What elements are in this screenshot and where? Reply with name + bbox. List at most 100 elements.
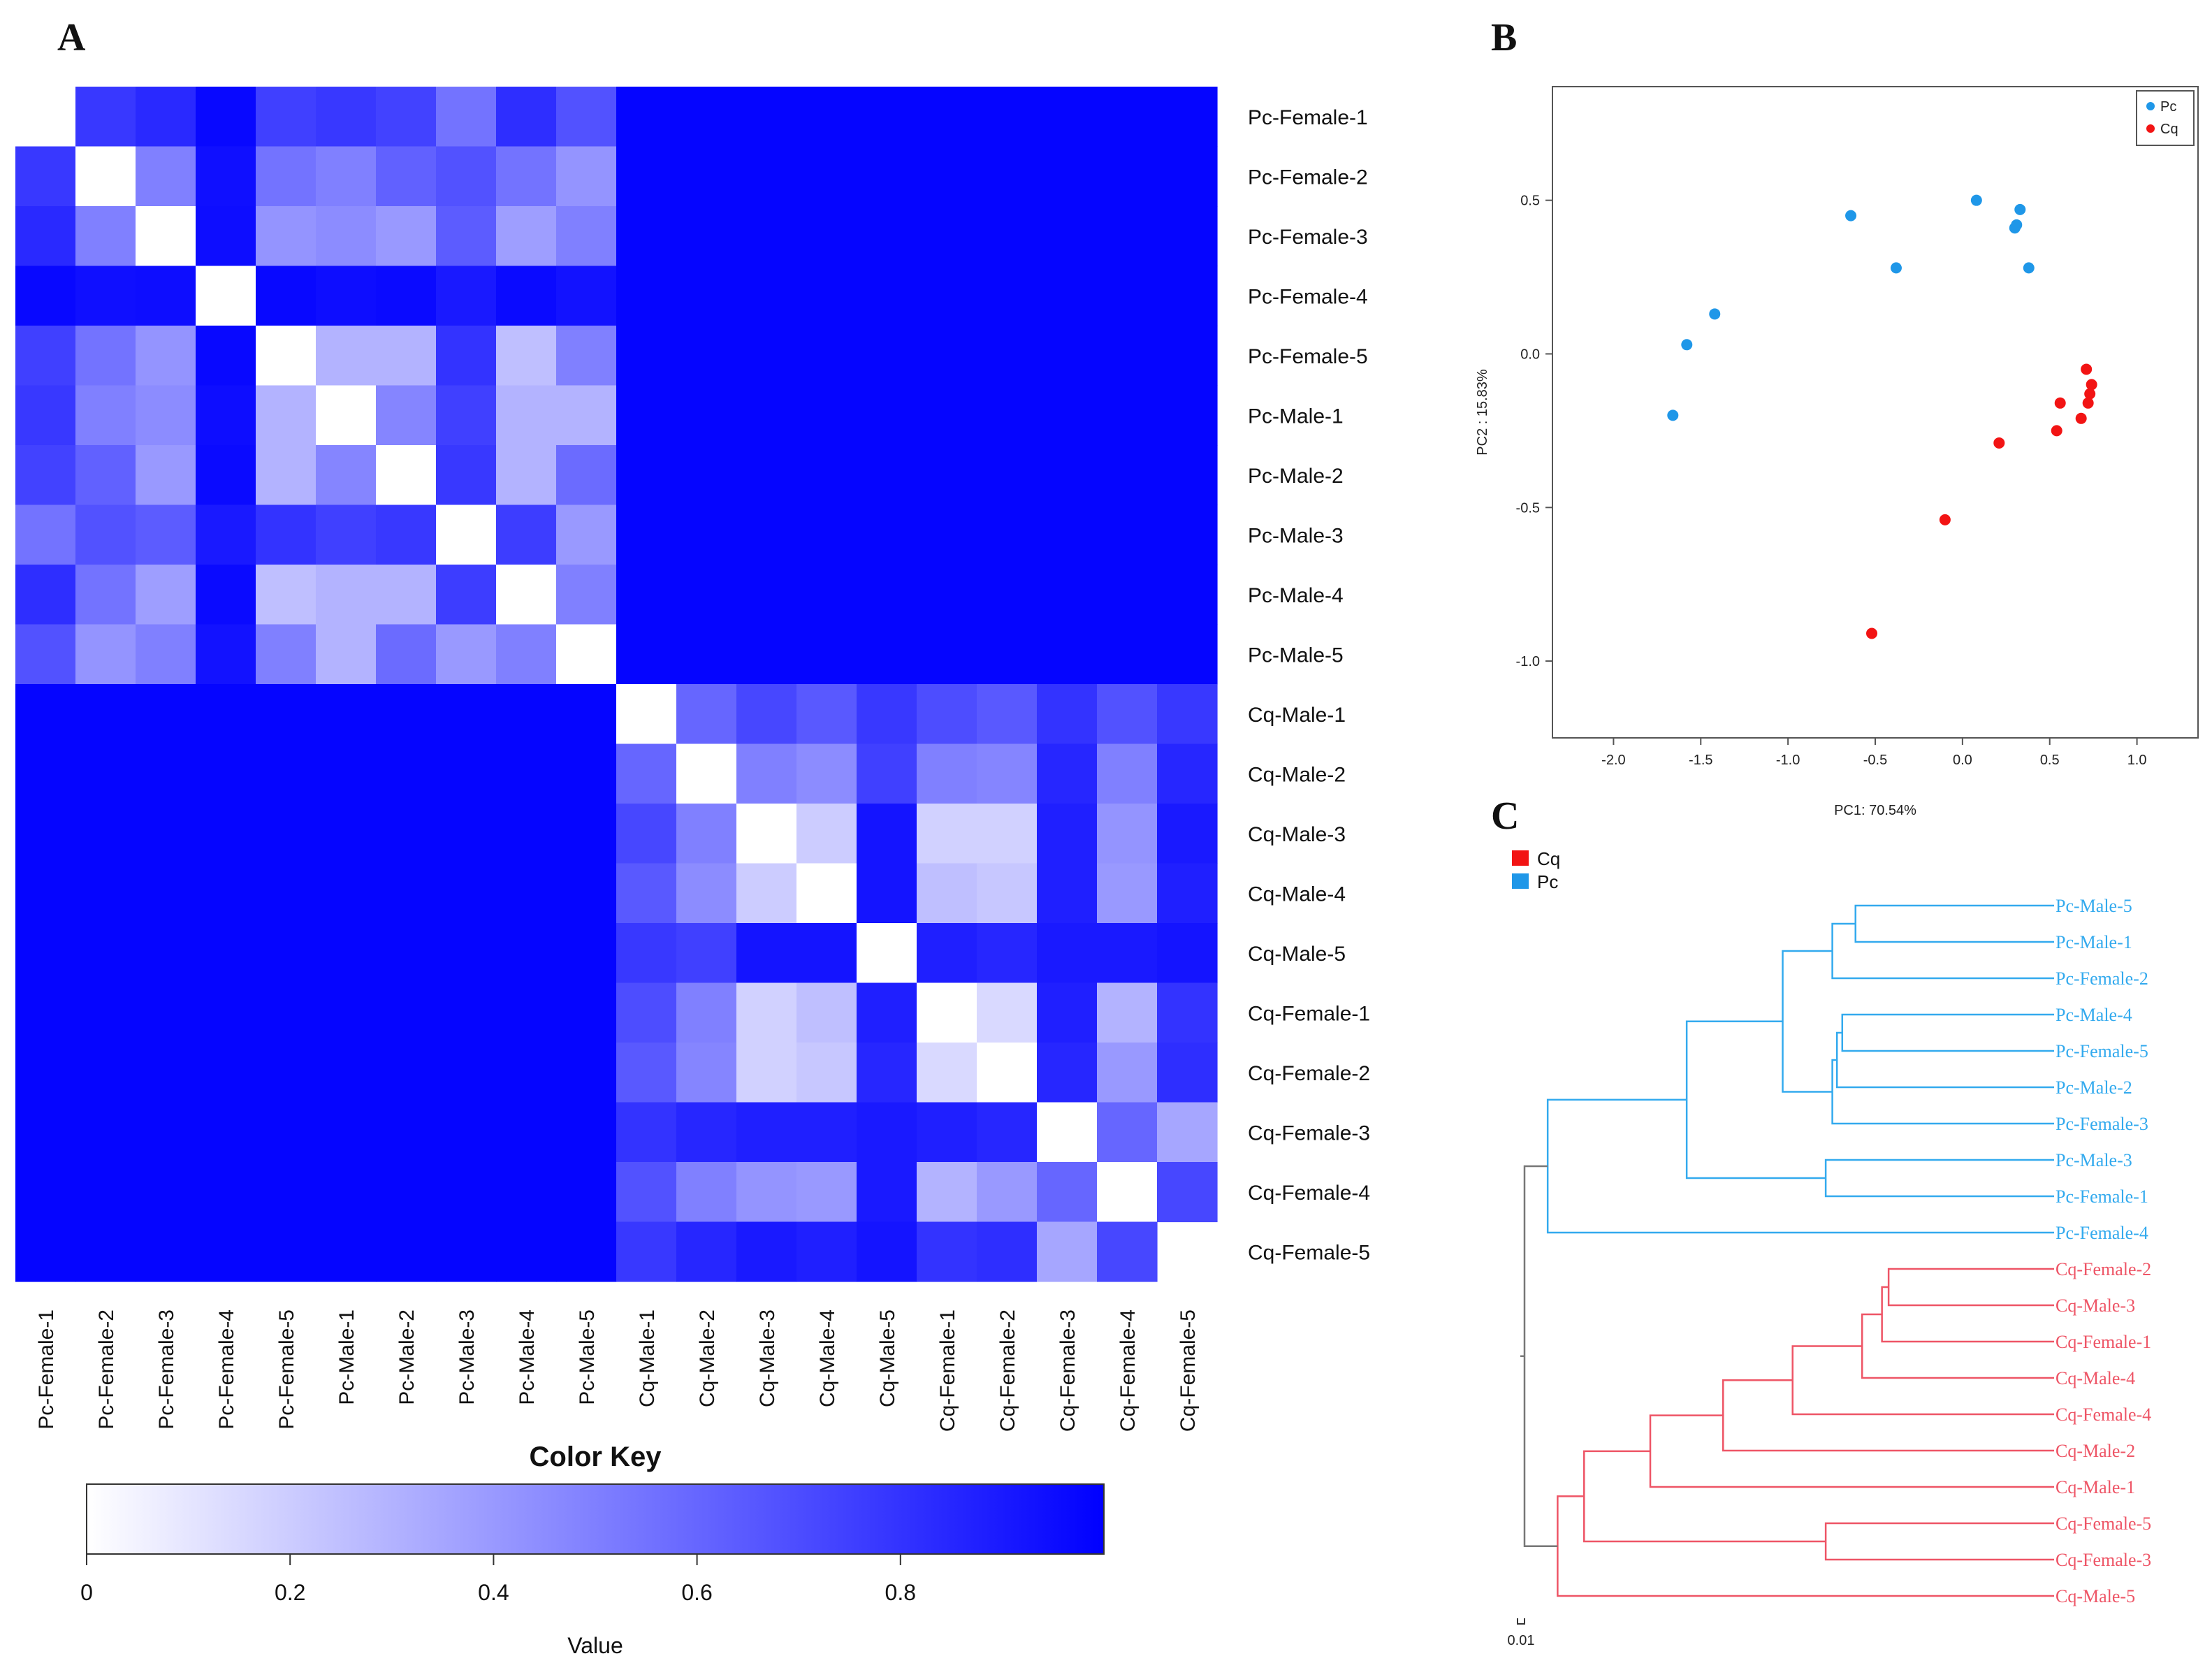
color-key-tick-label-0-6: 0.6 [681, 1580, 712, 1605]
heatmap-cell-r7-c6 [316, 445, 377, 506]
heatmap-cell-r1-c5 [256, 87, 316, 147]
heatmap-cell-r19-c19 [1097, 1162, 1158, 1223]
heatmap-column-label-pc-female-4: Pc-Female-4 [215, 1309, 238, 1430]
heatmap-column-label-cq-male-3: Cq-Male-3 [756, 1309, 779, 1407]
heatmap-column-label-cq-male-5: Cq-Male-5 [876, 1309, 899, 1407]
heatmap-cell-r19-c6 [316, 1162, 377, 1223]
dendrogram-branch-7 [1824, 1159, 2054, 1198]
heatmap-cell-r3-c12 [676, 206, 737, 267]
heatmap-cell-r12-c9 [496, 743, 557, 804]
heatmap-cell-r4-c7 [376, 266, 437, 326]
heatmap-cell-r13-c2 [75, 804, 136, 864]
heatmap-cell-r12-c3 [136, 743, 196, 804]
dendrogram-legend-label-pc: Pc [1537, 871, 1558, 892]
heatmap-cell-r19-c11 [616, 1162, 677, 1223]
dendrogram-leaf-pc-male-4: Pc-Male-4 [2055, 1005, 2132, 1025]
heatmap-cell-r12-c18 [1037, 743, 1098, 804]
heatmap-cell-r6-c13 [736, 385, 797, 446]
heatmap-cell-r3-c3 [136, 206, 196, 267]
heatmap-column-label-cq-female-4: Cq-Female-4 [1116, 1309, 1140, 1432]
heatmap-cell-r11-c5 [256, 684, 316, 745]
heatmap-cell-r11-c2 [75, 684, 136, 745]
heatmap-cell-r19-c14 [796, 1162, 857, 1223]
heatmap-cell-r10-c4 [196, 624, 256, 685]
heatmap-cell-r9-c4 [196, 565, 256, 625]
heatmap-cell-r19-c9 [496, 1162, 557, 1223]
heatmap-cell-r19-c17 [977, 1162, 1038, 1223]
pca-legend-marker-cq [2146, 124, 2155, 133]
heatmap-cell-r14-c3 [136, 863, 196, 924]
heatmap-cell-r13-c12 [676, 804, 737, 864]
pca-x-tick-label-2-0: -2.0 [1601, 753, 1625, 768]
dendrogram-branch-14 [1722, 1379, 2054, 1452]
pca-point-cq-9 [2084, 388, 2096, 400]
heatmap-cell-r17-c15 [857, 1043, 917, 1103]
heatmap-cell-r8-c11 [616, 504, 677, 565]
pca-y-tick-label-0-0: 0.0 [1520, 347, 1540, 362]
heatmap-cell-r13-c4 [196, 804, 256, 864]
heatmap-cell-r2-c17 [977, 146, 1038, 207]
color-key-ticks: 0 0.2 0.4 0.6 0.8 [80, 1554, 916, 1605]
heatmap-cell-r10-c16 [917, 624, 977, 685]
heatmap-cell-r2-c6 [316, 146, 377, 207]
heatmap-column-label-pc-male-5: Pc-Male-5 [576, 1309, 599, 1405]
heatmap-cell-r10-c9 [496, 624, 557, 685]
heatmap-cell-r5-c5 [256, 326, 316, 386]
heatmap-cell-r6-c11 [616, 385, 677, 446]
heatmap-cell-r2-c5 [256, 146, 316, 207]
heatmap-cell-r14-c16 [917, 863, 977, 924]
heatmap-cell-r6-c1 [15, 385, 76, 446]
heatmap-row-label-cq-male-2: Cq-Male-2 [1248, 763, 1346, 786]
heatmap-cell-r15-c15 [857, 923, 917, 984]
heatmap-cell-r15-c11 [616, 923, 677, 984]
heatmap-cell-r11-c15 [857, 684, 917, 745]
heatmap-cell-r3-c7 [376, 206, 437, 267]
heatmap-cell-r3-c4 [196, 206, 256, 267]
color-key-tick-label-0-2: 0.2 [275, 1580, 305, 1605]
heatmap-row-label-pc-male-2: Pc-Male-2 [1248, 465, 1344, 488]
dendrogram-branch-1 [1854, 904, 2054, 943]
pca-y-tick-label-1-0: -1.0 [1516, 654, 1540, 669]
heatmap-cell-r17-c20 [1157, 1043, 1218, 1103]
heatmap-cell-r16-c3 [136, 982, 196, 1043]
heatmap-cell-r20-c18 [1037, 1221, 1098, 1282]
heatmap-cell-r2-c11 [616, 146, 677, 207]
dendrogram-leaf-cq-female-4: Cq-Female-4 [2055, 1404, 2151, 1425]
heatmap-cell-r18-c14 [796, 1102, 857, 1163]
heatmap-cell-r4-c2 [75, 266, 136, 326]
heatmap-cell-r13-c8 [436, 804, 497, 864]
heatmap-cell-r13-c15 [857, 804, 917, 864]
heatmap-cell-r11-c12 [676, 684, 737, 745]
dendrogram-branch-19 [1523, 1165, 1558, 1547]
heatmap-cell-r17-c8 [436, 1043, 497, 1103]
heatmap-cell-r1-c2 [75, 87, 136, 147]
heatmap-cell-r11-c10 [556, 684, 617, 745]
dendrogram-branch-17 [1583, 1450, 1826, 1543]
heatmap-cell-r9-c5 [256, 565, 316, 625]
heatmap-cell-r11-c18 [1037, 684, 1098, 745]
heatmap-cell-r13-c10 [556, 804, 617, 864]
heatmap-cell-r12-c8 [436, 743, 497, 804]
heatmap-cell-r13-c17 [977, 804, 1038, 864]
pca-legend-label-cq: Cq [2160, 122, 2178, 137]
heatmap-cell-r4-c8 [436, 266, 497, 326]
heatmap-cell-r10-c6 [316, 624, 377, 685]
heatmap-cell-r14-c4 [196, 863, 256, 924]
heatmap-cell-r4-c11 [616, 266, 677, 326]
heatmap-row-label-cq-male-1: Cq-Male-1 [1248, 704, 1346, 727]
dendrogram-branch-9 [1546, 1098, 2054, 1234]
heatmap-cell-r11-c1 [15, 684, 76, 745]
heatmap-cell-r1-c8 [436, 87, 497, 147]
pca-point-pc-8 [2011, 219, 2023, 231]
color-key-title: Color Key [530, 1442, 662, 1472]
heatmap-cell-r6-c10 [556, 385, 617, 446]
heatmap-cell-r19-c5 [256, 1162, 316, 1223]
heatmap-cell-r5-c4 [196, 326, 256, 386]
pca-legend-label-pc: Pc [2160, 99, 2176, 115]
heatmap-cell-r10-c12 [676, 624, 737, 685]
heatmap-cell-r16-c5 [256, 982, 316, 1043]
heatmap-column-label-pc-female-5: Pc-Female-5 [275, 1309, 298, 1430]
dendrogram-leaf-pc-female-5: Pc-Female-5 [2055, 1041, 2148, 1061]
dendrogram-branch-18 [1557, 1495, 2054, 1597]
heatmap-cell-r4-c14 [796, 266, 857, 326]
